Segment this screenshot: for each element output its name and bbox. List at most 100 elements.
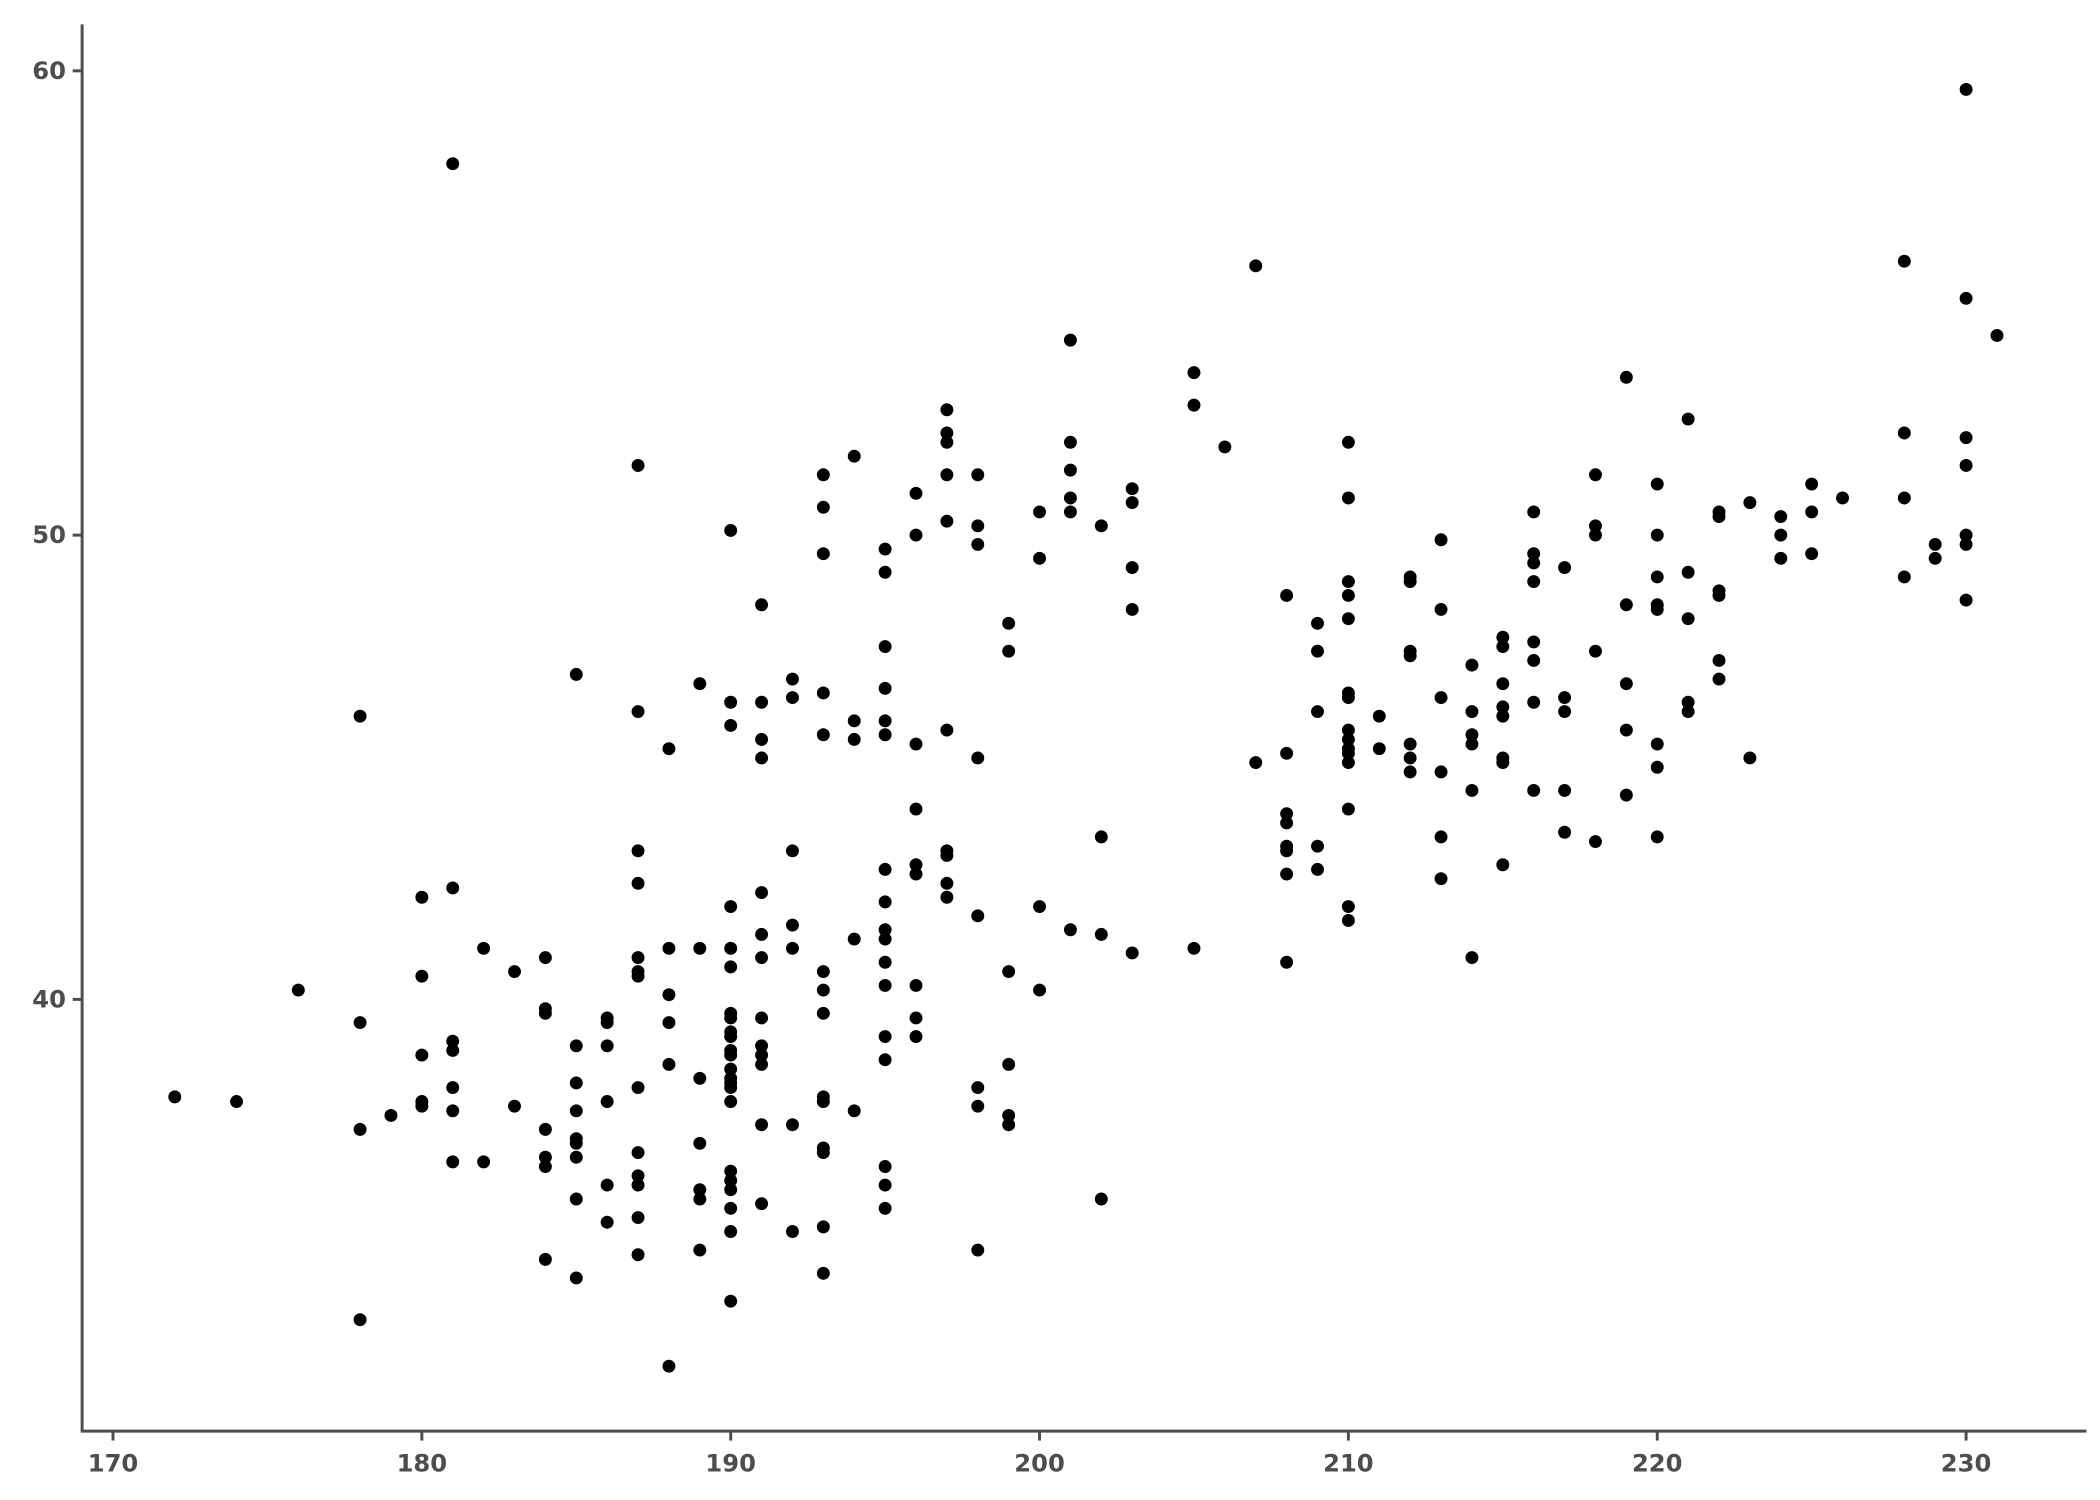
data-point (1527, 505, 1541, 519)
x-tick-label: 230 (1941, 1450, 1992, 1478)
data-point (1465, 951, 1479, 965)
data-point (693, 1071, 707, 1085)
data-point (1434, 872, 1448, 886)
data-point (446, 157, 460, 171)
data-point (1928, 537, 1942, 551)
data-point (1311, 862, 1324, 876)
data-point (569, 1271, 583, 1285)
data-point (446, 881, 460, 895)
data-point (1125, 602, 1139, 616)
data-point (1063, 923, 1077, 937)
data-point (878, 955, 892, 969)
data-point (1063, 463, 1077, 477)
data-point (878, 640, 892, 654)
data-point (909, 737, 923, 751)
data-point (569, 1136, 583, 1150)
data-point (816, 1006, 830, 1020)
data-point (1341, 723, 1355, 737)
data-point (1033, 900, 1047, 913)
data-point (1403, 649, 1417, 663)
data-point (1341, 756, 1355, 770)
data-point (940, 468, 954, 482)
data-point (940, 876, 954, 890)
data-point (1341, 900, 1355, 913)
data-point (1094, 1192, 1108, 1206)
data-point (909, 528, 923, 542)
data-point (1589, 519, 1602, 533)
data-point (1465, 728, 1479, 742)
data-point (1928, 551, 1942, 565)
data-point (909, 858, 923, 872)
data-point (755, 951, 769, 965)
data-point (1465, 737, 1479, 751)
y-tick-label: 40 (32, 985, 66, 1013)
data-point (940, 723, 954, 737)
data-point (755, 1039, 769, 1053)
data-point (477, 1155, 491, 1169)
data-point (1187, 366, 1201, 380)
data-point (631, 876, 645, 890)
data-point (1897, 491, 1911, 505)
data-point (1619, 723, 1633, 737)
data-point (909, 802, 923, 816)
data-point (786, 672, 799, 686)
data-point (662, 988, 676, 1002)
data-point (353, 1016, 367, 1030)
data-point (1372, 742, 1386, 756)
data-point (538, 951, 552, 965)
data-point (878, 1053, 892, 1067)
data-point (1403, 765, 1417, 779)
data-point (1280, 955, 1294, 969)
data-point (1805, 477, 1819, 491)
data-point (971, 1243, 985, 1257)
data-point (1897, 254, 1911, 268)
data-point (1959, 82, 1973, 96)
data-point (631, 459, 645, 472)
data-point (1496, 858, 1510, 872)
data-point (786, 691, 799, 705)
data-point (1002, 616, 1016, 630)
data-point (538, 1122, 552, 1136)
data-point (1063, 435, 1077, 449)
data-point (1341, 732, 1355, 746)
data-point (631, 1178, 645, 1192)
data-point (1681, 565, 1695, 579)
data-point (631, 1248, 645, 1262)
data-point (755, 695, 769, 709)
data-point (1712, 589, 1726, 602)
data-point (909, 978, 923, 992)
data-point (847, 732, 861, 746)
data-point (168, 1090, 182, 1104)
data-point (816, 1095, 830, 1108)
data-point (1280, 816, 1294, 830)
data-point (1280, 867, 1294, 881)
data-point (1496, 709, 1510, 723)
data-point (971, 1099, 985, 1113)
data-point (724, 1030, 738, 1043)
x-tick-label: 210 (1323, 1450, 1374, 1478)
data-point (446, 1081, 460, 1095)
data-point (1527, 556, 1541, 570)
data-point (940, 403, 954, 417)
data-point (662, 1016, 676, 1030)
data-point (415, 969, 429, 983)
data-point (1959, 431, 1973, 445)
data-point (477, 941, 491, 955)
data-point (415, 1048, 429, 1062)
data-point (600, 1016, 614, 1030)
data-point (1033, 983, 1047, 997)
data-point (1341, 746, 1355, 760)
data-point (1650, 830, 1664, 844)
data-point (940, 849, 954, 862)
data-point (1063, 333, 1077, 347)
data-point (1681, 705, 1695, 719)
data-point (1496, 677, 1510, 691)
data-point (1311, 644, 1324, 658)
data-point (1341, 491, 1355, 505)
data-point (847, 1104, 861, 1118)
data-point (1774, 528, 1788, 542)
data-point (1341, 435, 1355, 449)
data-point (816, 547, 830, 561)
data-point (1959, 537, 1973, 551)
data-point (569, 667, 583, 681)
